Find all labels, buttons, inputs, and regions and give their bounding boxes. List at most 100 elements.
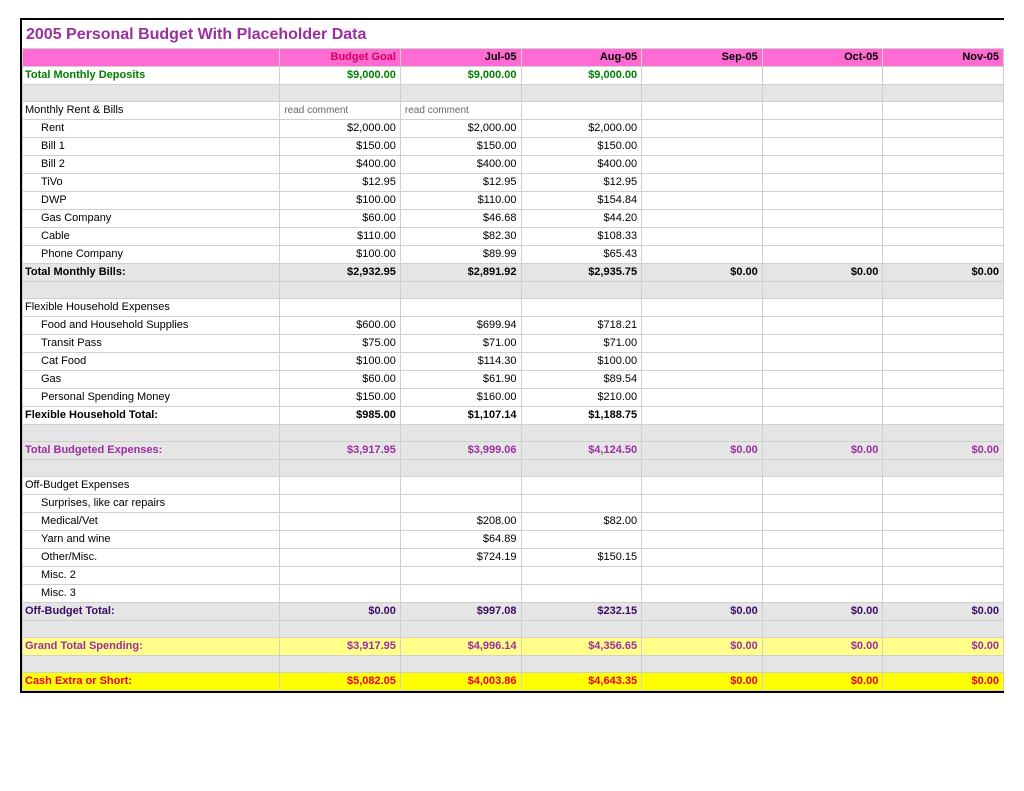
bills-item-oct[interactable] <box>762 156 883 174</box>
offbudget-item-budget[interactable] <box>280 495 401 513</box>
flex-item-aug[interactable]: $210.00 <box>521 389 642 407</box>
offbudget-item-oct[interactable] <box>762 531 883 549</box>
offbudget-item-budget[interactable] <box>280 513 401 531</box>
offbudget-item-budget[interactable] <box>280 549 401 567</box>
flex-item-nov[interactable] <box>883 317 1004 335</box>
offbudget-item-sep[interactable] <box>642 513 763 531</box>
offbudget-item-oct[interactable] <box>762 567 883 585</box>
bills-item-sep[interactable] <box>642 246 763 264</box>
bills-item-jul[interactable]: $150.00 <box>400 138 521 156</box>
bills-item-oct[interactable] <box>762 174 883 192</box>
bills-item-sep[interactable] <box>642 120 763 138</box>
offbudget-item-oct[interactable] <box>762 513 883 531</box>
offbudget-item-sep[interactable] <box>642 531 763 549</box>
flex-item-nov[interactable] <box>883 335 1004 353</box>
bills-item-sep[interactable] <box>642 156 763 174</box>
bills-item-aug[interactable]: $400.00 <box>521 156 642 174</box>
flex-item-oct[interactable] <box>762 371 883 389</box>
offbudget-item-sep[interactable] <box>642 549 763 567</box>
flex-item-oct[interactable] <box>762 335 883 353</box>
offbudget-item-jul[interactable]: $64.89 <box>400 531 521 549</box>
flex-item-jul[interactable]: $699.94 <box>400 317 521 335</box>
flex-item-nov[interactable] <box>883 389 1004 407</box>
offbudget-item-jul[interactable] <box>400 567 521 585</box>
bills-item-jul[interactable]: $89.99 <box>400 246 521 264</box>
flex-item-budget[interactable]: $600.00 <box>280 317 401 335</box>
bills-item-aug[interactable]: $12.95 <box>521 174 642 192</box>
bills-item-budget[interactable]: $100.00 <box>280 192 401 210</box>
offbudget-item-oct[interactable] <box>762 549 883 567</box>
offbudget-item-nov[interactable] <box>883 567 1004 585</box>
bills-item-oct[interactable] <box>762 228 883 246</box>
flex-item-budget[interactable]: $150.00 <box>280 389 401 407</box>
bills-item-aug[interactable]: $108.33 <box>521 228 642 246</box>
bills-item-budget[interactable]: $100.00 <box>280 246 401 264</box>
deposits-aug[interactable]: $9,000.00 <box>521 67 642 85</box>
bills-item-budget[interactable]: $150.00 <box>280 138 401 156</box>
bills-item-budget[interactable]: $60.00 <box>280 210 401 228</box>
offbudget-item-jul[interactable] <box>400 495 521 513</box>
bills-item-oct[interactable] <box>762 246 883 264</box>
bills-item-jul[interactable]: $110.00 <box>400 192 521 210</box>
flex-item-oct[interactable] <box>762 353 883 371</box>
offbudget-item-sep[interactable] <box>642 585 763 603</box>
bills-item-jul[interactable]: $2,000.00 <box>400 120 521 138</box>
offbudget-item-jul[interactable]: $208.00 <box>400 513 521 531</box>
flex-item-sep[interactable] <box>642 335 763 353</box>
flex-item-oct[interactable] <box>762 389 883 407</box>
bills-item-nov[interactable] <box>883 120 1004 138</box>
bills-item-sep[interactable] <box>642 138 763 156</box>
offbudget-item-aug[interactable]: $150.15 <box>521 549 642 567</box>
flex-item-nov[interactable] <box>883 353 1004 371</box>
bills-item-budget[interactable]: $12.95 <box>280 174 401 192</box>
flex-item-aug[interactable]: $718.21 <box>521 317 642 335</box>
offbudget-item-budget[interactable] <box>280 585 401 603</box>
offbudget-item-oct[interactable] <box>762 585 883 603</box>
flex-item-jul[interactable]: $160.00 <box>400 389 521 407</box>
bills-item-nov[interactable] <box>883 138 1004 156</box>
bills-item-oct[interactable] <box>762 192 883 210</box>
flex-item-budget[interactable]: $75.00 <box>280 335 401 353</box>
flex-item-sep[interactable] <box>642 317 763 335</box>
offbudget-item-nov[interactable] <box>883 495 1004 513</box>
offbudget-item-aug[interactable] <box>521 567 642 585</box>
flex-item-nov[interactable] <box>883 371 1004 389</box>
offbudget-item-jul[interactable] <box>400 585 521 603</box>
bills-item-sep[interactable] <box>642 228 763 246</box>
offbudget-item-sep[interactable] <box>642 495 763 513</box>
bills-item-oct[interactable] <box>762 210 883 228</box>
deposits-nov[interactable] <box>883 67 1004 85</box>
bills-item-budget[interactable]: $2,000.00 <box>280 120 401 138</box>
offbudget-item-sep[interactable] <box>642 567 763 585</box>
offbudget-item-aug[interactable] <box>521 585 642 603</box>
bills-item-jul[interactable]: $12.95 <box>400 174 521 192</box>
offbudget-item-nov[interactable] <box>883 549 1004 567</box>
bills-item-budget[interactable]: $400.00 <box>280 156 401 174</box>
offbudget-item-aug[interactable] <box>521 531 642 549</box>
bills-item-aug[interactable]: $154.84 <box>521 192 642 210</box>
deposits-jul[interactable]: $9,000.00 <box>400 67 521 85</box>
flex-item-budget[interactable]: $60.00 <box>280 371 401 389</box>
bills-item-jul[interactable]: $82.30 <box>400 228 521 246</box>
offbudget-item-budget[interactable] <box>280 567 401 585</box>
flex-item-jul[interactable]: $114.30 <box>400 353 521 371</box>
bills-item-aug[interactable]: $150.00 <box>521 138 642 156</box>
bills-item-nov[interactable] <box>883 174 1004 192</box>
offbudget-item-aug[interactable]: $82.00 <box>521 513 642 531</box>
flex-item-jul[interactable]: $61.90 <box>400 371 521 389</box>
flex-item-sep[interactable] <box>642 389 763 407</box>
offbudget-item-nov[interactable] <box>883 531 1004 549</box>
deposits-budget[interactable]: $9,000.00 <box>280 67 401 85</box>
flex-item-budget[interactable]: $100.00 <box>280 353 401 371</box>
bills-item-nov[interactable] <box>883 228 1004 246</box>
flex-item-jul[interactable]: $71.00 <box>400 335 521 353</box>
bills-item-oct[interactable] <box>762 120 883 138</box>
bills-item-oct[interactable] <box>762 138 883 156</box>
offbudget-item-nov[interactable] <box>883 513 1004 531</box>
offbudget-item-oct[interactable] <box>762 495 883 513</box>
offbudget-item-aug[interactable] <box>521 495 642 513</box>
offbudget-item-budget[interactable] <box>280 531 401 549</box>
bills-item-jul[interactable]: $400.00 <box>400 156 521 174</box>
flex-item-aug[interactable]: $100.00 <box>521 353 642 371</box>
bills-item-budget[interactable]: $110.00 <box>280 228 401 246</box>
